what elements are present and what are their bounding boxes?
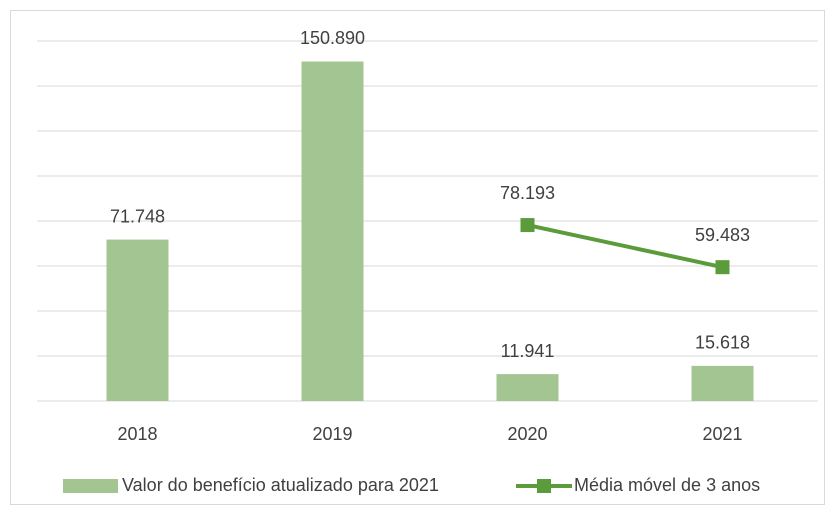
- legend-label: Média móvel de 3 anos: [574, 475, 760, 495]
- bar: [301, 61, 364, 402]
- x-tick-label: 2019: [312, 424, 352, 444]
- legend-label: Valor do benefício atualizado para 2021: [122, 475, 439, 495]
- line: [527, 223, 723, 270]
- value-label: 15.618: [695, 333, 750, 353]
- x-tick-label: 2021: [702, 424, 742, 444]
- value-label: 71.748: [110, 206, 165, 226]
- x-tick-label: 2018: [117, 424, 157, 444]
- value-label: 78.193: [500, 183, 555, 203]
- value-label: 59.483: [695, 225, 750, 245]
- value-label: 11.941: [501, 341, 555, 361]
- bar: [691, 365, 754, 401]
- value-label: 150.890: [300, 28, 365, 48]
- bar: [496, 374, 559, 401]
- line-marker: [520, 218, 535, 233]
- bar: [106, 239, 169, 401]
- legend-swatch: [537, 479, 551, 493]
- x-tick-label: 2020: [507, 424, 547, 444]
- line-marker: [715, 260, 730, 275]
- legend-swatch: [63, 479, 118, 493]
